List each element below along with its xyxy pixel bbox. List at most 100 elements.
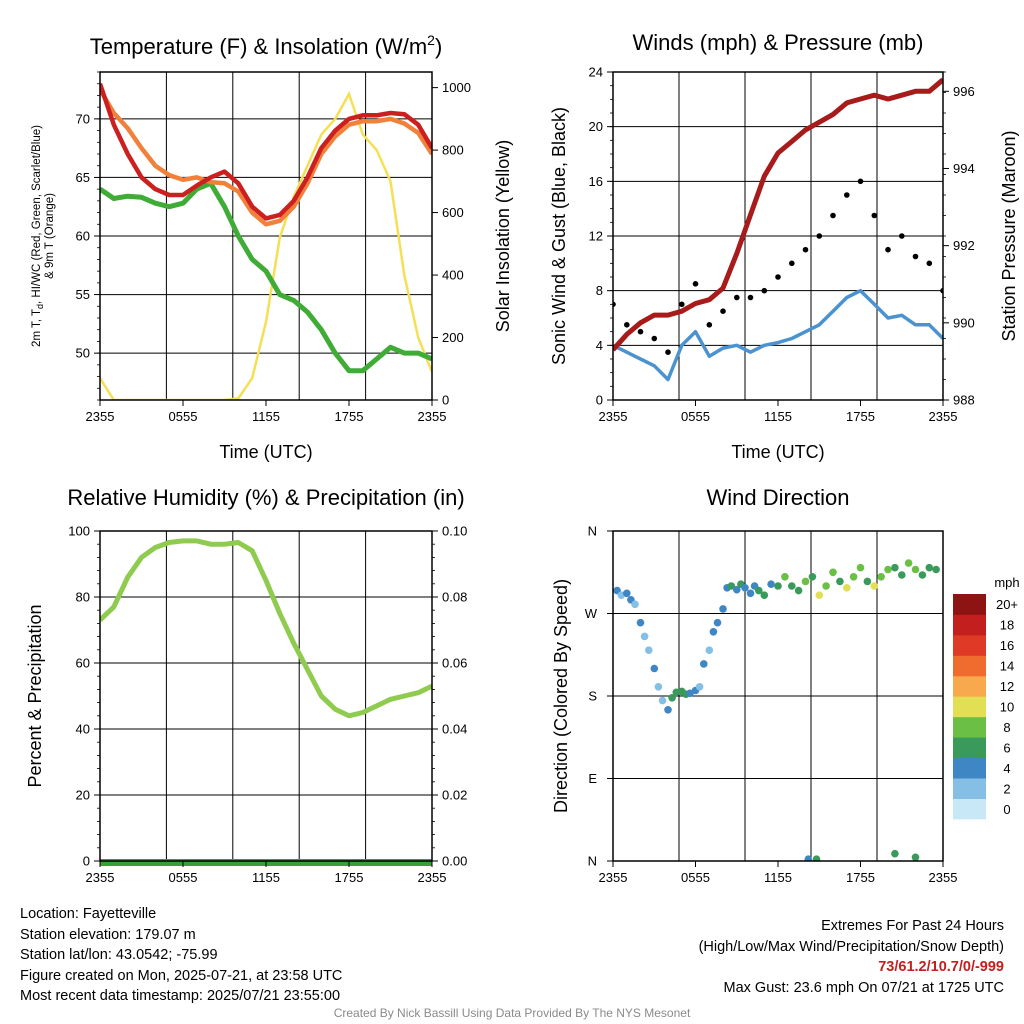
direction-point bbox=[849, 573, 858, 581]
temperature-ylabel: 2m T, Td, HI/WC (Red, Green, Scarlet/Blu… bbox=[31, 125, 45, 347]
y-tick-label: 988 bbox=[953, 393, 975, 408]
direction-point bbox=[884, 565, 892, 574]
direction-point bbox=[719, 605, 727, 613]
gust-point bbox=[926, 260, 933, 267]
direction-point bbox=[891, 563, 899, 572]
gust-point bbox=[830, 212, 836, 219]
x-tick-label: 2355 bbox=[929, 409, 958, 424]
gust-point bbox=[761, 287, 768, 294]
gust-point bbox=[637, 328, 644, 335]
y-tick-label: 0 bbox=[83, 854, 90, 869]
gust-point bbox=[665, 349, 671, 356]
y-tick-label: 70 bbox=[76, 111, 90, 126]
direction-point bbox=[668, 694, 676, 702]
dewpoint-line bbox=[100, 180, 432, 374]
solar-ylabel: Solar Insolation (Yellow) bbox=[493, 140, 513, 332]
y-tick-label: 100 bbox=[68, 524, 90, 539]
direction-point bbox=[760, 591, 769, 599]
station-pressure-line bbox=[613, 77, 943, 352]
gust-point bbox=[857, 178, 864, 185]
direction-point bbox=[727, 582, 736, 590]
location-text: Location: Fayetteville bbox=[20, 906, 157, 922]
direction-point bbox=[733, 585, 741, 594]
direction-point bbox=[856, 563, 865, 572]
direction-point bbox=[658, 696, 667, 705]
winds-panel: Winds (mph) & Pressure (mb) 2355 0555 1155… bbox=[549, 30, 1019, 462]
y-tick-label: N bbox=[588, 524, 597, 539]
direction-point bbox=[877, 573, 885, 581]
y-tick-label: 20 bbox=[589, 119, 603, 134]
y-tick-label: S bbox=[588, 689, 597, 704]
y-tick-label: 24 bbox=[589, 65, 603, 80]
direction-point bbox=[898, 571, 906, 579]
direction-point bbox=[794, 586, 803, 595]
x-tick-label: 1755 bbox=[846, 870, 875, 885]
legend-swatch bbox=[953, 757, 986, 779]
gust-point bbox=[651, 335, 658, 342]
direction-point bbox=[918, 571, 927, 579]
legend-swatch bbox=[953, 675, 986, 697]
direction-ylabel: Direction (Colored By Speed) bbox=[551, 579, 571, 813]
direction-point bbox=[695, 683, 704, 691]
y-tick-label: 8 bbox=[596, 283, 603, 298]
y-tick-label: 4 bbox=[596, 338, 603, 353]
humidity-title: Relative Humidity (%) & Precipitation (i… bbox=[67, 485, 464, 510]
x-tick-label: 2355 bbox=[86, 409, 115, 424]
y-tick-label: 0 bbox=[442, 393, 449, 408]
y-tick-label: 50 bbox=[76, 346, 90, 361]
x-tick-label: 1755 bbox=[846, 409, 875, 424]
y-tick-label: 16 bbox=[589, 174, 603, 189]
legend-swatch bbox=[953, 594, 986, 615]
direction-point bbox=[925, 563, 934, 572]
direction-title: Wind Direction bbox=[706, 485, 849, 510]
credit-text: Created By Nick Bassill Using Data Provi… bbox=[333, 1006, 691, 1020]
gust-point bbox=[706, 322, 713, 328]
created-text: Figure created on Mon, 2025-07-21, at 23… bbox=[20, 967, 343, 984]
y-tick-label: 20 bbox=[76, 788, 90, 803]
y-tick-label: 0.04 bbox=[442, 722, 467, 737]
y-tick-label: 996 bbox=[953, 84, 975, 99]
speed-legend: 0 2 4 6 8 10 12 14 16 18 20+ bbox=[953, 594, 1018, 820]
legend-label: 4 bbox=[1003, 761, 1010, 776]
y-tick-label: 55 bbox=[76, 287, 90, 302]
y-tick-label: E bbox=[588, 771, 597, 786]
direction-panel: Wind Direction 2355 0555 1155 1755 2355NESWN… bbox=[551, 485, 1020, 885]
y-tick-label: 990 bbox=[953, 315, 975, 330]
gust-points bbox=[613, 178, 943, 356]
gust-point bbox=[912, 253, 919, 260]
gust-point bbox=[720, 308, 726, 315]
x-tick-label: 1155 bbox=[252, 870, 280, 885]
legend-swatch bbox=[953, 716, 986, 738]
temperature-ylabel-2: & 9m T (Orange) bbox=[44, 193, 56, 279]
recent-text: Most recent data timestamp: 2025/07/21 2… bbox=[20, 988, 341, 1004]
direction-point bbox=[788, 582, 796, 590]
x-tick-label: 1755 bbox=[335, 870, 364, 885]
latlon-text: Station lat/lon: 43.0542; -75.99 bbox=[20, 947, 218, 963]
direction-point bbox=[709, 628, 718, 636]
y-tick-label: 400 bbox=[442, 268, 464, 283]
x-tick-label: 2355 bbox=[599, 409, 628, 424]
y-tick-label: 12 bbox=[589, 229, 603, 244]
direction-points bbox=[613, 559, 940, 861]
x-tick-label: 0555 bbox=[681, 870, 710, 885]
legend-swatch bbox=[953, 634, 986, 656]
gust-point bbox=[624, 322, 630, 328]
direction-point bbox=[911, 565, 920, 574]
temperature-9m-line bbox=[100, 88, 432, 227]
direction-point bbox=[623, 589, 631, 598]
x-tick-label: 2355 bbox=[599, 870, 628, 885]
extremes-values: 73/61.2/10.7/0/-999 bbox=[878, 959, 1004, 975]
direction-point bbox=[631, 600, 639, 609]
solar-insolation-line bbox=[100, 90, 432, 400]
direction-point bbox=[891, 849, 899, 858]
y-tick-label: 60 bbox=[76, 656, 90, 671]
temperature-ticks: 2355 0555 1155 1755 2355 50 55 60 65 70 0 200 400 600… bbox=[76, 71, 471, 424]
legend-label: 16 bbox=[1000, 638, 1014, 653]
legend-title: mph bbox=[994, 575, 1019, 590]
legend-label: 14 bbox=[1000, 659, 1014, 674]
y-tick-label: 1000 bbox=[442, 80, 471, 95]
direction-grid bbox=[613, 531, 943, 861]
wind-ylabel: Sonic Wind & Gust (Blue, Black) bbox=[549, 107, 569, 365]
y-tick-label: 0.10 bbox=[442, 524, 467, 539]
